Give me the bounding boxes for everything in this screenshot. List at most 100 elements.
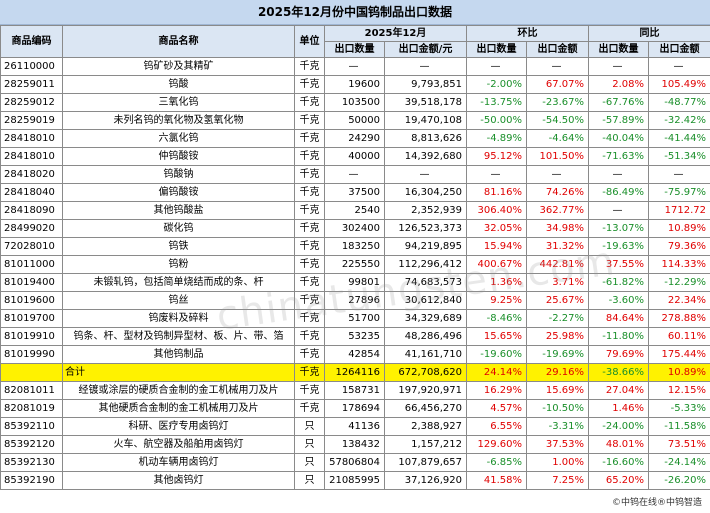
row-unit: 千克	[294, 129, 325, 148]
row-yoy-amount: -11.58%	[648, 417, 710, 436]
table-row: 81019400 未锻轧钨，包括简单烧结而成的条、杆 千克 99801 74,683,5…	[0, 273, 710, 292]
row-yoy-qty: -24.00%	[588, 417, 649, 436]
row-name: 钨粉	[62, 255, 295, 274]
row-code: 28418040	[0, 183, 63, 202]
row-amount: 14,392,680	[384, 147, 467, 166]
row-mom-qty: 95.12%	[466, 147, 527, 166]
row-yoy-amount: -5.33%	[648, 399, 710, 418]
row-qty: 42854	[324, 345, 385, 364]
row-qty: 40000	[324, 147, 385, 166]
row-qty: 41136	[324, 417, 385, 436]
row-amount: 19,470,108	[384, 111, 467, 130]
row-qty: 138432	[324, 435, 385, 454]
row-code: 81019910	[0, 327, 63, 346]
row-name: 三氧化钨	[62, 93, 295, 112]
row-unit: 千克	[294, 111, 325, 130]
row-name: 其他钨酸盐	[62, 201, 295, 220]
table-row: 28418020 钨酸钠 千克 — — — — — —	[0, 165, 710, 184]
row-mom-amount: -54.50%	[526, 111, 589, 130]
row-yoy-qty: 79.69%	[588, 345, 649, 364]
row-yoy-amount: 60.11%	[648, 327, 710, 346]
row-code: 85392130	[0, 453, 63, 472]
row-mom-amount: —	[526, 57, 589, 76]
table-row: 72028010 钨铁 千克 183250 94,219,895 15.94% 31.32%…	[0, 237, 710, 256]
row-amount: —	[384, 57, 467, 76]
row-code: 28418090	[0, 201, 63, 220]
row-unit: 千克	[294, 165, 325, 184]
row-yoy-qty: 65.20%	[588, 471, 649, 490]
footer-credit: ©中钨在线®中钨智造	[611, 498, 702, 508]
row-code: 81019700	[0, 309, 63, 328]
total-row: 合计 千克 1264116 672,708,620 24.14% 29.16% -38.66…	[0, 363, 710, 382]
row-amount: 16,304,250	[384, 183, 467, 202]
row-code: 82081011	[0, 381, 63, 400]
row-qty: 2540	[324, 201, 385, 220]
row-yoy-qty: -16.60%	[588, 453, 649, 472]
row-code: 28259012	[0, 93, 63, 112]
row-name: 钨矿砂及其精矿	[62, 57, 295, 76]
row-amount: 112,296,412	[384, 255, 467, 274]
row-unit: 千克	[294, 381, 325, 400]
row-amount: 94,219,895	[384, 237, 467, 256]
row-yoy-qty: —	[588, 57, 649, 76]
row-yoy-qty: -40.04%	[588, 129, 649, 148]
row-yoy-amount: -41.44%	[648, 129, 710, 148]
row-name: 未锻轧钨，包括简单烧结而成的条、杆	[62, 273, 295, 292]
table-row: 81019600 钨丝 千克 27896 30,612,840 9.25% 25.67% -3…	[0, 291, 710, 310]
row-mom-amount: —	[526, 165, 589, 184]
row-name: 未列名钨的氧化物及氢氧化物	[62, 111, 295, 130]
row-yoy-amount: 278.88%	[648, 309, 710, 328]
row-yoy-amount: 79.36%	[648, 237, 710, 256]
table-row: 81019990 其他钨制品 千克 42854 41,161,710 -19.60% -19…	[0, 345, 710, 364]
row-mom-qty: 306.40%	[466, 201, 527, 220]
row-qty: 57806804	[324, 453, 385, 472]
row-qty: 27896	[324, 291, 385, 310]
row-mom-amount: 442.81%	[526, 255, 589, 274]
export-data-table: 商品编码 商品名称 单位 2025年12月 环比 同比 出口数量 出口金额/元 …	[0, 25, 710, 490]
row-qty: 178694	[324, 399, 385, 418]
row-qty: 1264116	[324, 363, 385, 382]
row-qty: 19600	[324, 75, 385, 94]
header-code: 商品编码	[0, 25, 63, 58]
row-mom-qty: -19.60%	[466, 345, 527, 364]
row-mom-amount: 15.69%	[526, 381, 589, 400]
row-code: 81011000	[0, 255, 63, 274]
row-amount: —	[384, 165, 467, 184]
row-yoy-amount: -24.14%	[648, 453, 710, 472]
row-mom-amount: -4.64%	[526, 129, 589, 148]
row-mom-qty: 1.36%	[466, 273, 527, 292]
row-code: 28499020	[0, 219, 63, 238]
table-row: 85392190 其他卤钨灯只 21085995 37,126,920 41.58% 7.…	[0, 471, 710, 490]
row-amount: 34,329,689	[384, 309, 467, 328]
row-yoy-amount: -26.20%	[648, 471, 710, 490]
row-yoy-qty: 2.08%	[588, 75, 649, 94]
row-yoy-amount: 105.49%	[648, 75, 710, 94]
row-unit: 千克	[294, 273, 325, 292]
table-header: 商品编码 商品名称 单位 2025年12月 环比 同比 出口数量 出口金额/元 …	[0, 25, 710, 58]
row-name: 碳化钨	[62, 219, 295, 238]
table-row: 85392120 火车、航空器及船舶用卤钨灯只 138432 1,157,212 129…	[0, 435, 710, 454]
row-amount: 30,612,840	[384, 291, 467, 310]
row-code: 26110000	[0, 57, 63, 76]
table-body: 26110000 钨矿砂及其精矿 千克 — — — — — —28259011 钨酸 千克 19600…	[0, 57, 710, 490]
row-mom-qty: —	[466, 57, 527, 76]
row-mom-qty: 4.57%	[466, 399, 527, 418]
row-unit: 千克	[294, 201, 325, 220]
header-yoy-amount: 出口金额	[648, 41, 710, 58]
row-mom-qty: —	[466, 165, 527, 184]
row-yoy-qty: -71.63%	[588, 147, 649, 166]
table-row: 28259019 未列名钨的氧化物及氢氧化物 千克 50000 19,470,108 -5…	[0, 111, 710, 130]
row-name: 偏钨酸铵	[62, 183, 295, 202]
row-mom-amount: 74.26%	[526, 183, 589, 202]
row-yoy-qty: 1.46%	[588, 399, 649, 418]
row-mom-qty: -2.00%	[466, 75, 527, 94]
row-mom-qty: -8.46%	[466, 309, 527, 328]
row-code: 81019990	[0, 345, 63, 364]
row-code: 85392110	[0, 417, 63, 436]
row-unit: 只	[294, 435, 325, 454]
table-row: 28418090 其他钨酸盐 千克 2540 2,352,939 306.40% 362.7…	[0, 201, 710, 220]
row-yoy-qty: -38.66%	[588, 363, 649, 382]
row-mom-amount: 1.00%	[526, 453, 589, 472]
header-name: 商品名称	[62, 25, 295, 58]
header-unit: 单位	[294, 25, 325, 58]
